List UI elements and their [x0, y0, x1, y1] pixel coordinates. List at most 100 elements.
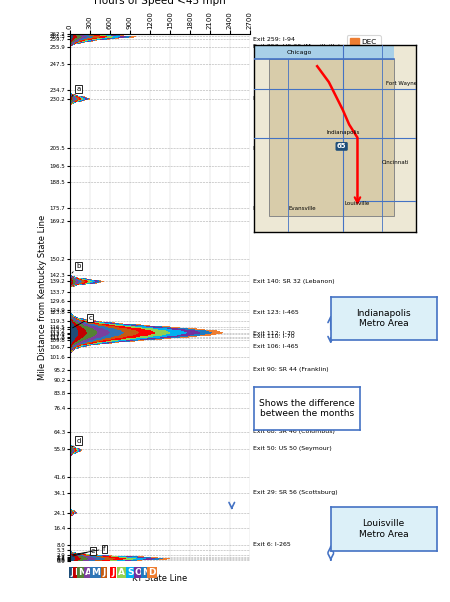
Bar — [75, 43, 76, 44]
Bar — [77, 34, 81, 35]
Bar — [70, 283, 71, 284]
Bar — [78, 282, 81, 283]
Bar — [102, 342, 107, 343]
Bar — [73, 448, 74, 449]
Bar — [77, 319, 79, 320]
Bar — [72, 512, 73, 513]
Bar — [124, 558, 134, 559]
Bar — [76, 35, 80, 36]
Bar — [79, 345, 81, 346]
Bar — [74, 560, 78, 561]
Bar — [95, 37, 102, 39]
Bar — [70, 343, 72, 344]
Bar — [70, 318, 71, 319]
Bar — [101, 341, 107, 342]
Bar — [105, 326, 115, 327]
Text: F: F — [74, 568, 80, 577]
Bar — [73, 447, 74, 448]
Bar — [85, 40, 88, 41]
Bar — [72, 43, 73, 44]
Bar — [83, 96, 85, 97]
Bar — [91, 279, 93, 280]
Bar — [71, 346, 72, 347]
Bar — [93, 36, 99, 37]
Bar — [85, 283, 87, 284]
Bar — [89, 340, 95, 341]
Bar — [70, 101, 71, 102]
Bar — [82, 42, 84, 43]
Bar — [145, 329, 158, 330]
Bar — [87, 98, 89, 99]
Bar — [72, 347, 74, 348]
Bar — [89, 555, 93, 556]
Bar — [95, 556, 103, 557]
Bar — [72, 103, 73, 104]
Bar — [172, 335, 184, 337]
Bar — [158, 335, 172, 337]
Bar — [77, 40, 79, 41]
Bar — [73, 452, 74, 453]
Bar — [82, 40, 85, 41]
Bar — [70, 557, 75, 558]
Bar — [79, 320, 81, 321]
Text: A: A — [118, 568, 125, 577]
Bar — [79, 325, 84, 326]
Bar — [101, 281, 104, 282]
Bar — [70, 339, 75, 340]
Bar — [70, 282, 72, 283]
Bar — [127, 328, 140, 329]
Bar — [105, 338, 115, 339]
Bar — [81, 278, 83, 279]
Bar — [78, 101, 79, 102]
Text: Exit 68: SR 46 (Columbus): Exit 68: SR 46 (Columbus) — [253, 429, 335, 435]
Bar — [75, 34, 77, 35]
Bar — [75, 95, 76, 96]
Bar — [73, 278, 74, 279]
Text: Cincinnati: Cincinnati — [381, 160, 409, 166]
Bar — [91, 345, 93, 346]
Bar — [120, 36, 126, 37]
Bar — [74, 340, 78, 341]
Bar — [72, 510, 73, 511]
Text: Chicago: Chicago — [286, 50, 312, 55]
Bar — [79, 346, 81, 347]
Bar — [77, 344, 81, 345]
Bar — [70, 330, 78, 331]
Bar — [75, 347, 76, 348]
Bar — [88, 279, 91, 280]
Bar — [132, 556, 138, 557]
Bar — [70, 559, 75, 560]
Bar — [78, 333, 86, 334]
Bar — [102, 324, 109, 325]
Bar — [74, 512, 75, 513]
Text: Exit 50: US 50 (Seymour): Exit 50: US 50 (Seymour) — [253, 446, 332, 452]
Bar — [72, 317, 73, 318]
Bar — [75, 511, 76, 512]
Bar — [118, 37, 123, 39]
Bar — [74, 451, 75, 452]
Bar — [98, 325, 106, 326]
Bar — [81, 281, 85, 282]
Bar — [200, 333, 211, 334]
Bar — [73, 511, 74, 512]
Bar — [70, 452, 71, 453]
Bar — [93, 343, 98, 344]
X-axis label: Hours of Speed <45 mph: Hours of Speed <45 mph — [94, 0, 225, 6]
Bar — [81, 96, 82, 97]
Bar — [144, 335, 158, 337]
Bar — [75, 451, 76, 452]
Bar — [194, 335, 204, 337]
Bar — [78, 560, 83, 561]
Bar — [71, 276, 72, 277]
Bar — [130, 329, 145, 330]
Bar — [74, 102, 75, 103]
Bar — [82, 324, 88, 325]
Bar — [81, 320, 84, 321]
Bar — [126, 338, 136, 339]
Bar — [155, 332, 171, 333]
Bar — [85, 329, 94, 330]
Bar — [151, 557, 158, 558]
Text: a: a — [72, 86, 81, 96]
Bar — [75, 42, 76, 43]
Bar — [96, 554, 99, 555]
